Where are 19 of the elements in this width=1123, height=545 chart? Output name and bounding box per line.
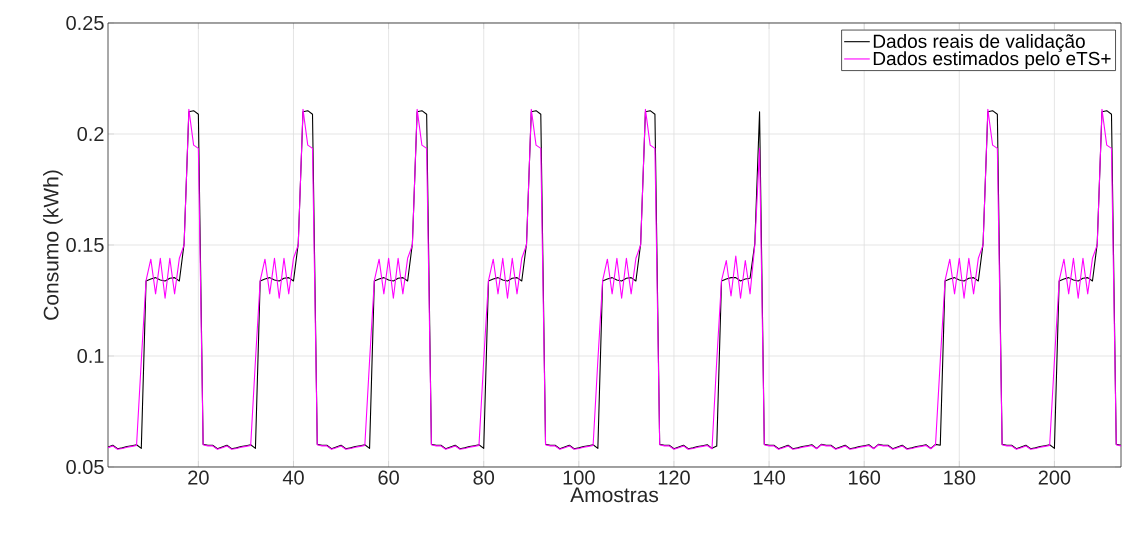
legend-label: Dados reais de validação	[873, 34, 1085, 52]
y-tick-label: 0.2	[77, 126, 104, 142]
x-tick-label: 80	[473, 470, 495, 485]
x-tick-label: 60	[378, 470, 399, 485]
x-tick-label: 120	[658, 470, 690, 485]
x-tick-label: 160	[849, 470, 881, 485]
x-tick-label: 140	[753, 470, 785, 485]
x-tick-label: 200	[1038, 470, 1071, 485]
y-axis-title: Consumo (kWh)	[43, 170, 63, 320]
y-tick-label: 0.05	[66, 459, 104, 475]
x-tick-label: 180	[944, 470, 976, 485]
x-tick-label: 20	[188, 470, 209, 485]
legend-label: Dados estimados pelo eTS+	[873, 51, 1111, 70]
x-tick-label: 40	[282, 470, 304, 485]
y-tick-label: 0.1	[77, 348, 104, 364]
y-tick-label: 0.25	[66, 15, 104, 31]
x-axis-title: Amostras	[570, 487, 659, 503]
y-tick-label: 0.15	[66, 237, 104, 253]
x-tick-label: 100	[563, 470, 595, 485]
